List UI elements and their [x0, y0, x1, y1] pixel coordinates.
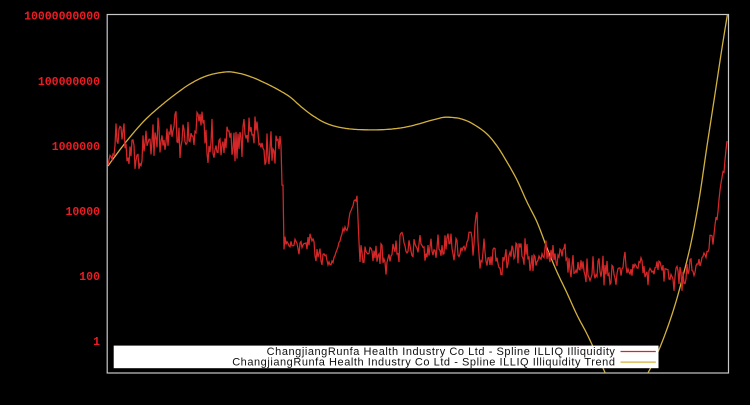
svg-text:10000: 10000: [65, 206, 100, 219]
svg-text:1000000: 1000000: [52, 141, 100, 154]
svg-text:100: 100: [79, 271, 100, 284]
svg-text:ChangjiangRunfa Health Industr: ChangjiangRunfa Health Industry Co Ltd -…: [232, 356, 615, 368]
svg-text:1: 1: [93, 336, 100, 349]
svg-text:ChangjiangRunfa Health Industr: ChangjiangRunfa Health Industry Co Ltd -…: [267, 346, 616, 358]
svg-text:10000000000: 10000000000: [24, 11, 100, 24]
svg-text:100000000: 100000000: [38, 76, 100, 89]
